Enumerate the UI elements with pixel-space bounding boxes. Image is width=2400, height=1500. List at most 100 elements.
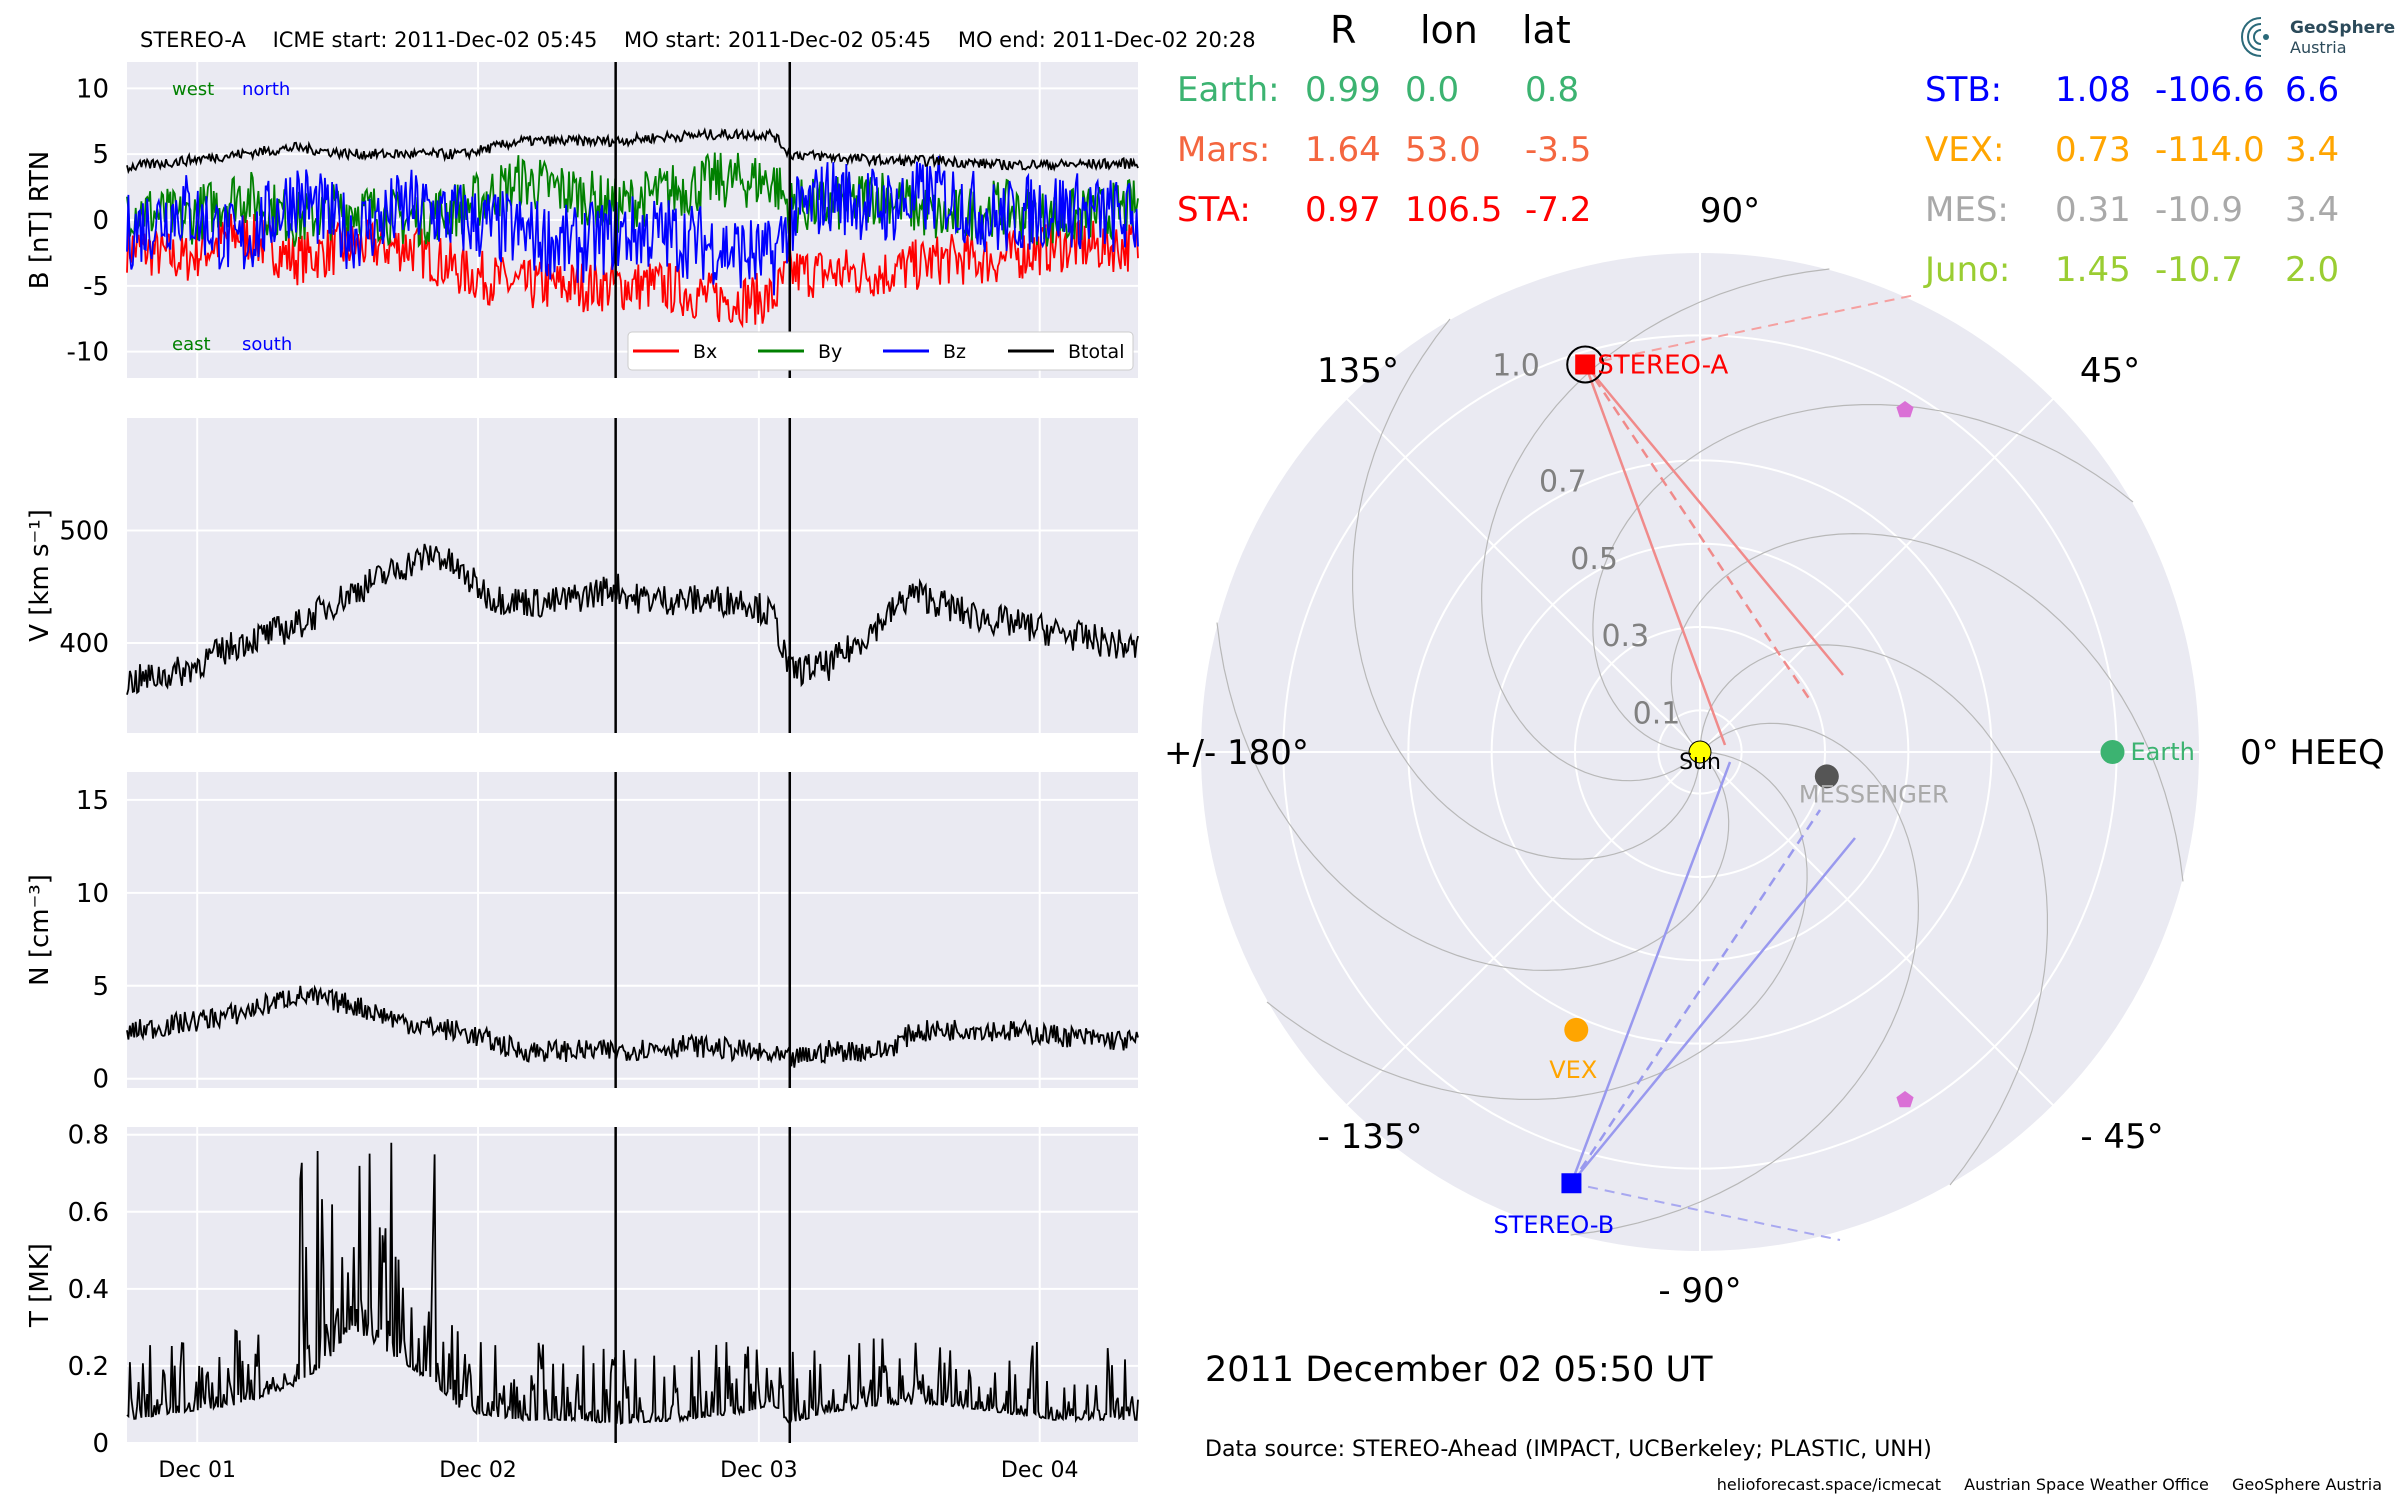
mo-end-text: MO end: 2011-Dec-02 20:28 bbox=[957, 28, 1256, 52]
y-axis-label: B [nT] RTN bbox=[25, 151, 55, 290]
radial-label: 1.0 bbox=[1492, 349, 1540, 384]
series-line-by bbox=[126, 152, 1139, 249]
y-tick-label: -10 bbox=[67, 338, 109, 368]
x-tick-label: Dec 01 bbox=[158, 1458, 236, 1483]
parker-spiral bbox=[1592, 404, 2134, 753]
mo-start-text: MO start: 2011-Dec-02 05:45 bbox=[624, 28, 932, 52]
stb-label: STEREO-B bbox=[1493, 1211, 1614, 1239]
series-line-n bbox=[126, 984, 1139, 1068]
vex-label: VEX bbox=[1549, 1056, 1597, 1084]
geosphere-logo[interactable]: GeoSphere Austria bbox=[2238, 14, 2395, 60]
row-name: VEX: bbox=[1925, 130, 2005, 170]
angle-label: +/- 180° bbox=[1164, 733, 1309, 773]
legend-label: By bbox=[818, 341, 842, 363]
parker-spiral bbox=[1266, 751, 1808, 1100]
parker-spiral bbox=[1480, 268, 1830, 782]
y-tick-label: 400 bbox=[59, 629, 109, 659]
row-lat: 0.8 bbox=[1525, 70, 1580, 110]
y-axis-label: V [km s⁻¹] bbox=[25, 509, 55, 642]
sta-fov-line bbox=[1584, 363, 1844, 676]
legend-box bbox=[627, 331, 1134, 371]
y-tick-label: -5 bbox=[83, 272, 109, 302]
row-lat: -7.2 bbox=[1525, 190, 1592, 230]
y-tick-label: 0 bbox=[92, 206, 109, 236]
annotation-south: south bbox=[242, 334, 292, 355]
planet-marker-pentagon bbox=[1896, 1091, 1914, 1108]
y-axis-label: T [MK] bbox=[25, 1243, 55, 1328]
row-lat: -3.5 bbox=[1525, 130, 1592, 170]
row-lon: 0.0 bbox=[1405, 70, 1460, 110]
row-r: 0.97 bbox=[1305, 190, 1381, 230]
geosphere-logo-icon bbox=[2240, 17, 2269, 57]
annotation-north: north bbox=[242, 79, 290, 100]
legend-label: Btotal bbox=[1068, 341, 1124, 363]
stb-direction-dashed bbox=[1571, 1182, 1841, 1241]
row-lon: -114.0 bbox=[2155, 130, 2265, 170]
footer-office: Austrian Space Weather Office bbox=[1964, 1475, 2209, 1494]
y-tick-label: 5 bbox=[92, 972, 109, 1002]
row-lon: -10.9 bbox=[2155, 190, 2243, 230]
row-lon: 53.0 bbox=[1405, 130, 1481, 170]
parker-spiral bbox=[1216, 622, 1730, 972]
polar-spoke bbox=[1699, 751, 2055, 1107]
series-line-bz bbox=[126, 155, 1139, 296]
y-axis-label: N [cm⁻³] bbox=[25, 874, 55, 986]
stb-fov-line bbox=[1570, 761, 1732, 1184]
icme-start-text: ICME start: 2011-Dec-02 05:45 bbox=[272, 28, 598, 52]
logo-line2: Austria bbox=[2290, 38, 2347, 57]
y-tick-label: 5 bbox=[92, 140, 109, 170]
sta-marker bbox=[1575, 354, 1596, 375]
series-line-btotal bbox=[126, 127, 1139, 175]
stb-fov-dashed bbox=[1570, 809, 1822, 1184]
row-r: 0.99 bbox=[1305, 70, 1381, 110]
vex-marker bbox=[1564, 1017, 1589, 1042]
row-name: Earth: bbox=[1177, 70, 1280, 110]
y-tick-label: 15 bbox=[76, 786, 109, 816]
radial-label: 0.1 bbox=[1633, 696, 1681, 731]
panel-background bbox=[127, 1127, 1138, 1443]
row-lat: 6.6 bbox=[2285, 70, 2340, 110]
stb-marker bbox=[1561, 1173, 1582, 1194]
panel-title: STEREO-A ICME start: 2011-Dec-02 05:45 M… bbox=[140, 28, 1276, 52]
sta-ring bbox=[1566, 345, 1605, 384]
messenger-marker bbox=[1814, 764, 1839, 789]
parker-spiral bbox=[1570, 722, 1920, 1236]
date-text: 2011 December 02 05:50 UT bbox=[1205, 1350, 1713, 1390]
x-tick-label: Dec 04 bbox=[1001, 1458, 1079, 1483]
stb-fov-line bbox=[1570, 837, 1856, 1185]
y-tick-label: 0.6 bbox=[68, 1198, 109, 1228]
x-tick-label: Dec 03 bbox=[720, 1458, 798, 1483]
footer-url[interactable]: helioforecast.space/icmecat bbox=[1716, 1475, 1942, 1494]
row-lat: 3.4 bbox=[2285, 130, 2340, 170]
y-tick-label: 10 bbox=[76, 74, 109, 104]
row-name: Juno: bbox=[1925, 250, 2011, 290]
angle-label: 0° HEEQ bbox=[2240, 733, 2385, 773]
planet-marker-pentagon bbox=[1896, 401, 1914, 418]
row-r: 1.08 bbox=[2055, 70, 2131, 110]
angle-label: - 90° bbox=[1658, 1271, 1741, 1311]
polar-spoke bbox=[1345, 751, 1701, 1107]
sta-direction-dashed bbox=[1585, 294, 1916, 366]
column-header: lon bbox=[1420, 8, 1478, 52]
row-r: 1.45 bbox=[2055, 250, 2131, 290]
row-name: Mars: bbox=[1177, 130, 1271, 170]
row-r: 0.73 bbox=[2055, 130, 2131, 170]
row-lon: -106.6 bbox=[2155, 70, 2265, 110]
y-tick-label: 0.2 bbox=[68, 1352, 109, 1382]
y-tick-label: 0 bbox=[92, 1065, 109, 1095]
footer-org: GeoSphere Austria bbox=[2231, 1475, 2382, 1494]
footer: helioforecast.space/icmecat Austrian Spa… bbox=[1699, 1475, 2382, 1494]
sta-fov-line bbox=[1584, 364, 1727, 746]
y-tick-label: 10 bbox=[76, 879, 109, 909]
radial-label: 0.5 bbox=[1570, 542, 1618, 577]
series-line-bx bbox=[126, 213, 1139, 329]
earth-label: Earth bbox=[2131, 738, 2195, 766]
row-lon: 106.5 bbox=[1405, 190, 1503, 230]
row-lat: 3.4 bbox=[2285, 190, 2340, 230]
series-line-t bbox=[126, 1142, 1139, 1426]
radial-label: 0.3 bbox=[1601, 619, 1649, 654]
angle-label: 45° bbox=[2080, 351, 2140, 391]
parker-spiral bbox=[1699, 644, 2048, 1186]
annotation-west: west bbox=[172, 79, 214, 100]
